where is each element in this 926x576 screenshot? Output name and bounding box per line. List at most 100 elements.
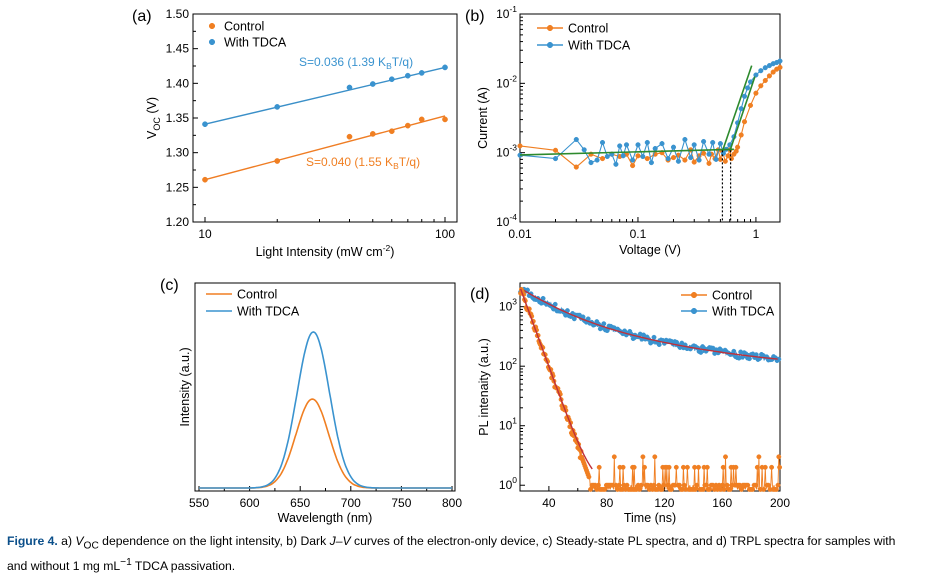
data-point-control [773,486,779,492]
legend-swatch-marker [690,291,698,299]
data-point-tdca [777,58,783,64]
data-point-tdca [731,348,737,354]
data-point-control [596,464,602,470]
fit-line-control [204,115,446,181]
data-point-control [638,482,644,488]
data-point-control [766,73,772,79]
data-point-control [727,486,733,492]
spectrum-line-control [199,398,452,489]
fit-line-control [519,288,593,470]
data-point-control [588,486,593,492]
annotation-subscript: B [386,61,392,71]
y-tick-label: 101 [499,416,517,433]
data-point-tdca [762,65,768,71]
x-axis-label: Light Intensity (mW cm-2) [256,243,395,259]
data-point-control [684,464,690,470]
y-axis-label: Intensity (a.u.) [178,347,192,426]
annotation-slope-tdca: S=0.036 (1.39 KBT/q) [299,55,413,71]
y-tick-label: 10-2 [496,73,517,90]
panel-a-voc-vs-intensity: 1.20 1.25 1.30 1.35 1.40 1.45 1.50 10 100 (a) VOC … [132,7,458,259]
y-tick-label: 10-3 [496,143,517,160]
x-tick-label: 80 [600,496,614,510]
data-point-control [756,454,762,460]
y-tick-label: 1.45 [166,42,190,56]
data-point-tdca [552,301,558,307]
y-axis-label-unit: (V) [145,97,159,117]
legend-label: With TDCA [712,305,775,319]
data-point-control [651,482,657,488]
x-axis-label-close: ) [390,245,394,259]
data-point-tdca [659,141,665,147]
data-point-control [754,464,760,470]
figure-caption: Figure 4. a) VOC dependence on the light… [7,533,919,574]
data-point-control [738,132,744,138]
data-point-control [616,482,622,488]
data-point-control [595,482,601,488]
data-point-tdca [652,145,658,152]
data-point-control [573,164,579,170]
data-point-control [620,464,626,470]
data-point-control [706,160,712,166]
y-tick-base: 10 [499,300,513,314]
data-point-control [637,486,643,492]
y-tick-label: 1.35 [166,111,190,125]
data-point-tdca [604,153,610,160]
y-axis-label-subscript: OC [152,117,162,131]
data-point-tdca [670,144,677,150]
data-point-tdca [404,72,411,79]
data-point-control [346,133,353,140]
data-point-control [666,464,672,470]
data-point-control [719,482,725,488]
data-point-tdca [710,139,716,146]
data-point-control [777,464,783,470]
legend-label: Control [224,20,264,34]
data-point-tdca [346,84,353,91]
legend-swatch-marker [690,307,698,315]
y-tick-label: 10-4 [496,212,517,229]
data-point-control [631,464,637,470]
x-tick-label: 100 [435,227,455,241]
data-point-tdca [701,138,707,145]
data-point-control [418,116,425,123]
data-point-control [738,486,744,492]
data-point-tdca [758,68,764,74]
data-point-control [770,69,776,75]
data-point-control [762,464,768,470]
data-point-tdca [620,153,626,159]
data-point-control [680,464,686,470]
data-point-tdca [202,121,208,128]
data-point-control [745,482,751,488]
annotation-slope-control: S=0.040 (1.55 KBT/q) [306,155,420,171]
y-tick-label: 1.40 [166,76,190,90]
data-point-control [388,128,395,135]
data-point-tdca [274,104,281,110]
data-point-tdca [581,147,587,153]
y-tick-label: 103 [499,297,517,314]
x-tick-label: 750 [391,496,411,510]
fit-line-tdca [520,287,778,360]
panel-label: (c) [160,277,179,294]
y-axis-label: VOC (V) [145,97,162,139]
panel-label: (d) [470,286,490,303]
y-tick-exponent: 1 [512,416,517,426]
y-tick-base: 10 [496,76,510,90]
data-point-control [665,482,671,488]
y-tick-base: 10 [499,478,513,492]
annotation-text: T/q) [392,55,413,69]
data-point-control [552,147,559,153]
fit-line-1 [721,65,753,152]
data-point-tdca [617,143,623,149]
data-point-tdca [635,142,641,148]
caption-segment: curves of the electron-only device, c) S… [7,534,896,573]
y-tick-exponent: -3 [509,143,517,153]
data-point-control [753,482,759,488]
data-point-control [599,156,606,162]
data-point-control [442,116,448,123]
data-point-control [696,464,701,470]
data-point-control [691,159,697,165]
y-tick-base: 10 [499,359,513,373]
data-point-control [274,158,281,164]
data-point-control [669,486,674,492]
data-point-control [704,464,710,470]
legend-label: With TDCA [237,305,300,319]
